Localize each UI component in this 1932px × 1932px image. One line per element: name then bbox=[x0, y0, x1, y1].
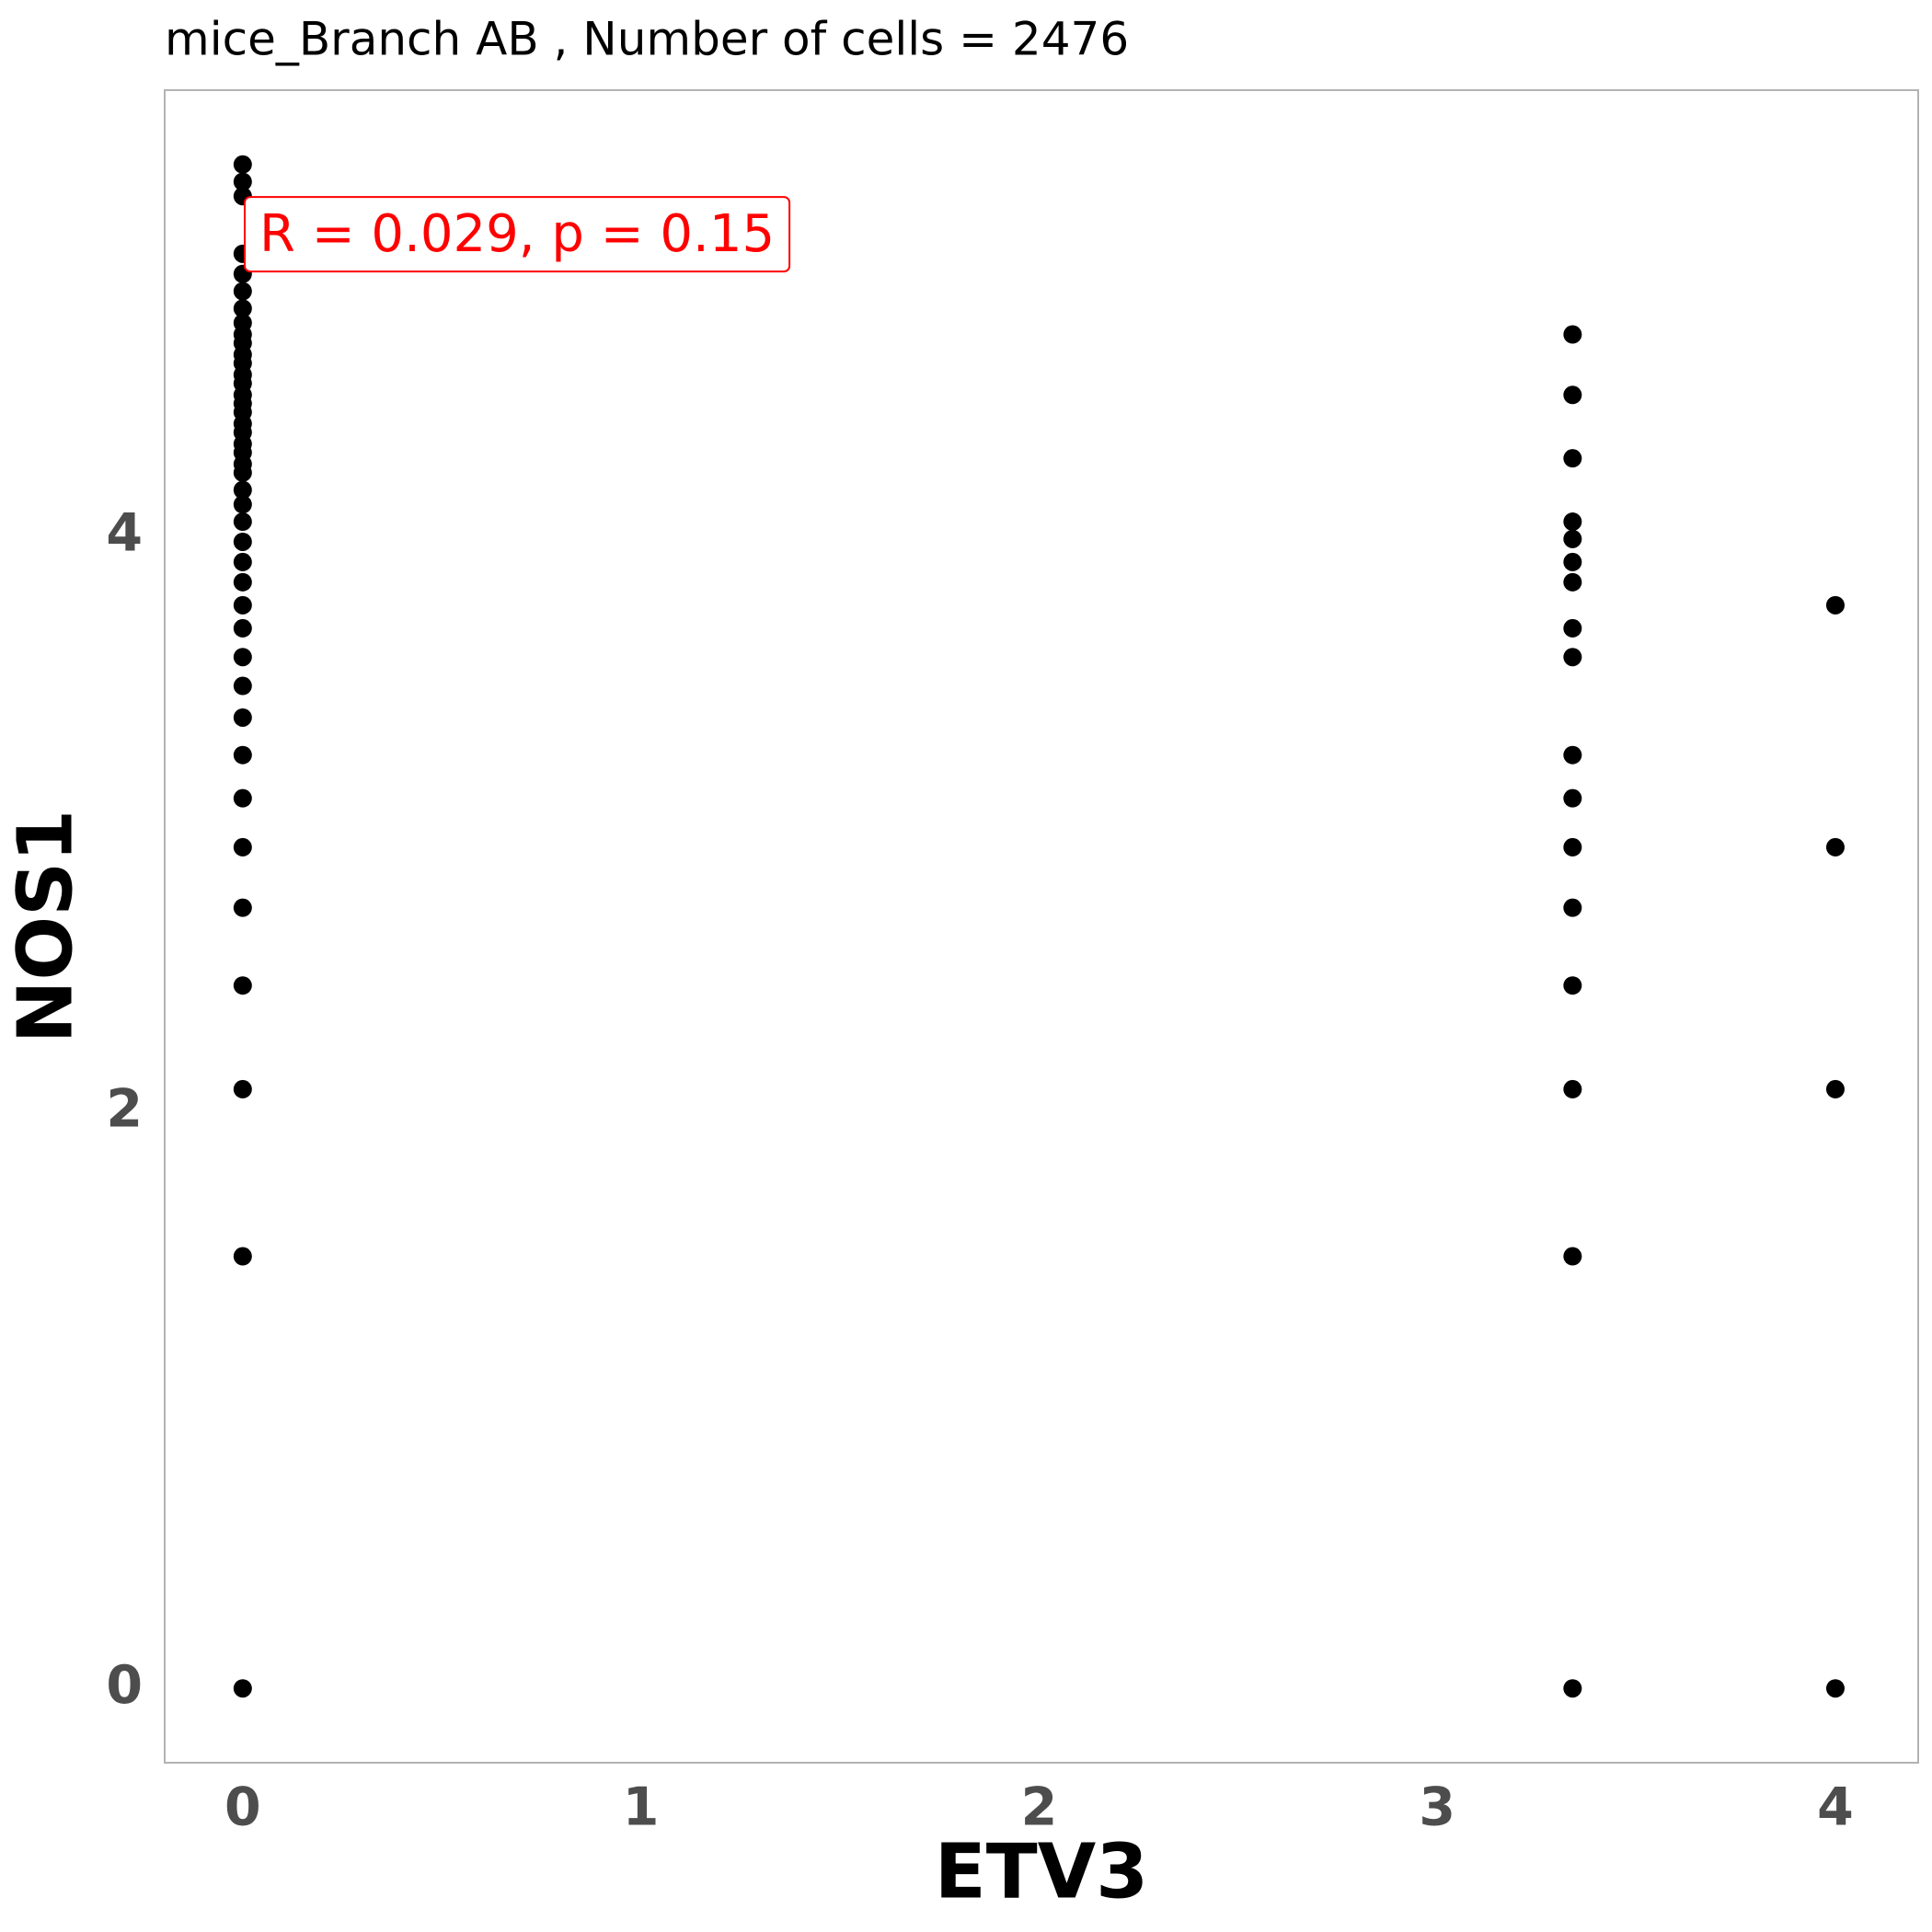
point bbox=[1825, 595, 1845, 615]
point bbox=[1563, 1247, 1582, 1266]
point bbox=[233, 648, 252, 667]
x-tick-label: 0 bbox=[224, 1777, 261, 1838]
annotation-box bbox=[244, 196, 791, 273]
chart-title: mice_Branch AB , Number of cells = 2476 bbox=[165, 13, 1129, 66]
point bbox=[1563, 449, 1582, 468]
point bbox=[1563, 1679, 1582, 1698]
point bbox=[233, 480, 252, 500]
point bbox=[1563, 976, 1582, 995]
x-tick-label: 1 bbox=[623, 1777, 660, 1838]
point bbox=[1825, 1679, 1845, 1698]
point bbox=[1563, 618, 1582, 638]
point bbox=[1563, 648, 1582, 667]
point bbox=[233, 837, 252, 857]
point bbox=[233, 282, 252, 301]
point bbox=[1563, 837, 1582, 857]
x-tick-label: 3 bbox=[1419, 1777, 1455, 1838]
point bbox=[233, 155, 252, 174]
point bbox=[1563, 385, 1582, 405]
point bbox=[1563, 745, 1582, 765]
y-tick-label: 4 bbox=[106, 502, 143, 563]
point bbox=[233, 532, 252, 551]
point bbox=[1563, 552, 1582, 571]
point bbox=[233, 1679, 252, 1698]
x-axis-title: ETV3 bbox=[935, 1828, 1148, 1915]
point bbox=[233, 788, 252, 808]
point bbox=[233, 1079, 252, 1098]
point bbox=[233, 618, 252, 638]
point bbox=[233, 512, 252, 532]
point bbox=[233, 1247, 252, 1266]
point bbox=[1825, 837, 1845, 857]
point bbox=[233, 707, 252, 727]
point bbox=[1563, 1079, 1582, 1098]
point bbox=[1563, 788, 1582, 808]
point bbox=[233, 595, 252, 615]
point bbox=[233, 172, 252, 191]
point bbox=[233, 898, 252, 917]
point bbox=[233, 299, 252, 318]
y-tick-label: 2 bbox=[106, 1079, 143, 1140]
x-tick-label: 2 bbox=[1021, 1777, 1058, 1838]
plot-panel bbox=[164, 89, 1919, 1764]
point bbox=[1563, 325, 1582, 344]
y-axis-title: NOS1 bbox=[2, 810, 89, 1043]
point bbox=[233, 552, 252, 571]
point bbox=[233, 463, 252, 482]
x-tick-label: 4 bbox=[1817, 1777, 1854, 1838]
point bbox=[233, 572, 252, 592]
annotation: R = 0.029, p = 0.15 bbox=[259, 204, 775, 264]
y-tick-label: 0 bbox=[106, 1655, 143, 1716]
point bbox=[233, 495, 252, 514]
point bbox=[1563, 572, 1582, 592]
point bbox=[1563, 898, 1582, 917]
point bbox=[1563, 512, 1582, 532]
point bbox=[233, 676, 252, 696]
point bbox=[233, 976, 252, 995]
point bbox=[1563, 529, 1582, 548]
point bbox=[233, 745, 252, 765]
point bbox=[1825, 1079, 1845, 1098]
